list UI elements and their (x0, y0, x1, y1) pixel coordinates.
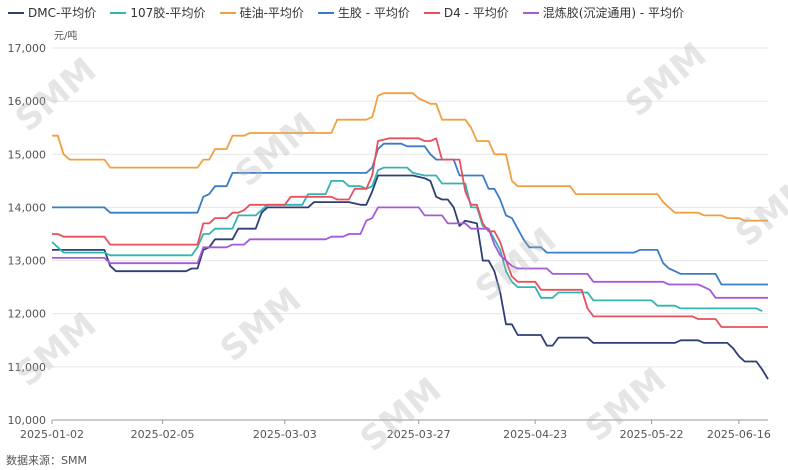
grid-lines (52, 47, 768, 421)
data-source: 数据来源：SMM (6, 454, 87, 467)
x-tick-label: 2025-01-02 (20, 428, 84, 441)
y-tick-label: 10,000 (8, 414, 47, 427)
y-tick-label: 16,000 (8, 95, 47, 108)
legend-swatch (219, 11, 236, 14)
x-tick-label: 2025-05-22 (620, 428, 684, 441)
legend-swatch (522, 11, 539, 14)
series-lines (51, 92, 769, 380)
x-tick-label: 2025-06-16 (707, 428, 771, 441)
series-line (52, 142, 768, 286)
legend-label: 生胶 - 平均价 (337, 6, 410, 20)
legend-item[interactable]: 107胶-平均价 (110, 4, 206, 21)
legend-item[interactable]: DMC-平均价 (8, 4, 96, 21)
legend-item[interactable]: 硅油-平均价 (219, 4, 304, 21)
y-tick-label: 13,000 (8, 255, 47, 268)
y-tick-label: 17,000 (8, 42, 47, 55)
y-tick-label: 14,000 (8, 201, 47, 214)
series-line (52, 206, 768, 299)
series-line (52, 92, 768, 222)
x-tick-label: 2025-03-27 (387, 428, 451, 441)
y-axis-unit: 元/吨 (54, 31, 78, 42)
legend-label: 硅油-平均价 (239, 6, 304, 20)
y-tick-label: 11,000 (8, 361, 47, 374)
legend: DMC-平均价 107胶-平均价 硅油-平均价 生胶 - 平均价 D4 - 平均价 混炼胶… (8, 4, 684, 21)
legend-label: DMC-平均价 (28, 6, 97, 20)
legend-item[interactable]: 混炼胶(沉淀通用) - 平均价 (522, 4, 685, 21)
legend-label: 混炼胶(沉淀通用) - 平均价 (542, 6, 685, 20)
legend-swatch (110, 11, 127, 14)
legend-item[interactable]: 生胶 - 平均价 (317, 4, 410, 21)
x-tick-label: 2025-03-03 (253, 428, 317, 441)
series-line (52, 137, 768, 328)
legend-swatch (8, 11, 24, 14)
legend-swatch (317, 11, 334, 14)
legend-label: 107胶-平均价 (130, 6, 206, 20)
x-tick-label: 2025-02-05 (131, 428, 195, 441)
y-tick-label: 15,000 (8, 148, 47, 161)
series-line (51, 166, 763, 312)
x-axis: 2025-01-02 2025-02-05 2025-03-03 2025-03-27… (20, 420, 771, 441)
legend-item[interactable]: D4 - 平均价 (423, 4, 509, 21)
legend-swatch (423, 11, 440, 14)
y-tick-label: 12,000 (8, 308, 47, 321)
legend-label: D4 - 平均价 (443, 6, 509, 20)
y-axis: 10,000 11,000 12,000 13,000 14,000 15,000 16,0… (8, 42, 47, 427)
x-tick-label: 2025-04-23 (503, 428, 567, 441)
series-line (52, 174, 769, 380)
